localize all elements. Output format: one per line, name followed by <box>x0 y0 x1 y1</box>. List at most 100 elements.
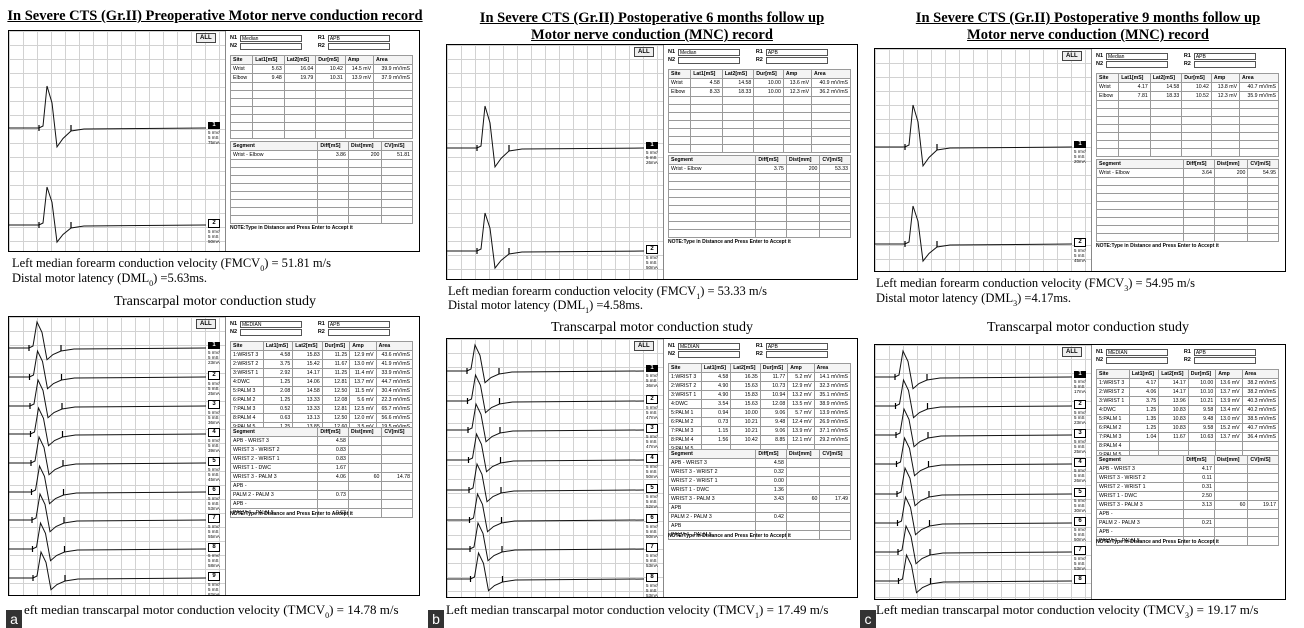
channel-number[interactable]: 6 <box>208 486 220 495</box>
site-row[interactable]: Wrist 4.58 14.58 10.00 13.6 mV 40.9 mV/mS <box>667 78 851 88</box>
site-row[interactable]: Wrist 4.17 14.58 10.42 13.8 mV 40.7 mV/mS <box>1095 82 1279 92</box>
segment-row[interactable]: APB - <box>1095 527 1279 537</box>
site-row[interactable]: 3:WRIST 1 2.92 14.17 11.25 11.4 mV 33.9 mV/mS <box>230 368 414 378</box>
channel-number[interactable]: 7 <box>1074 546 1086 555</box>
all-button[interactable]: ALL <box>196 319 216 329</box>
site-row[interactable]: Elbow 9.48 19.79 10.31 13.9 mV 37.9 mV/mS <box>229 73 413 83</box>
segment-row[interactable] <box>1095 177 1279 186</box>
segment-row[interactable] <box>229 207 413 216</box>
segment-row[interactable]: PALM 4 - PALM 5 <box>1095 536 1279 546</box>
channel-number[interactable]: 1 <box>646 142 658 149</box>
site-row[interactable]: 4:DWC 1.25 10.83 9.58 13.4 mV 40.2 mV/mS <box>1096 405 1280 415</box>
segment-row[interactable]: APB - <box>229 481 413 491</box>
channel-number[interactable]: 8 <box>646 573 658 582</box>
n1-field[interactable]: Median <box>678 49 741 56</box>
segment-row[interactable] <box>667 173 851 182</box>
channel-number[interactable]: 5 <box>208 457 220 466</box>
segment-row[interactable] <box>1095 225 1279 234</box>
segment-row[interactable]: PALM 2 - PALM 3 0.42 <box>667 512 851 522</box>
site-row[interactable] <box>229 82 413 91</box>
segment-row[interactable]: WRIST 3 - PALM 3 3.13 60 19.17 <box>1095 500 1279 510</box>
channel-number[interactable]: 6 <box>1074 517 1086 526</box>
segment-row[interactable]: WRIST 3 - PALM 3 4.06 60 14.78 <box>229 472 413 482</box>
segment-row[interactable] <box>229 199 413 208</box>
site-row[interactable]: 8:PALM 4 0.63 13.13 12.50 12.0 mV 56.6 mV/mS <box>230 413 414 423</box>
n2-field[interactable] <box>240 329 303 336</box>
segment-row[interactable]: Wrist - Elbow 3.86 200 51.81 <box>229 150 413 160</box>
segment-row[interactable]: APB - WRIST 3 4.58 <box>667 458 851 468</box>
n1-field[interactable]: MEDIAN <box>678 343 741 350</box>
site-row[interactable] <box>667 112 851 121</box>
site-row[interactable]: 3:WRIST 1 3.75 13.96 10.21 13.9 mV 40.3 mV/mS <box>1096 396 1280 406</box>
site-row[interactable]: 5:PALM 3 2.08 14.58 12.50 11.5 mV 30.4 mV/mS <box>230 386 414 396</box>
segment-row[interactable]: PALM 2 - PALM 3 0.73 <box>229 490 413 500</box>
channel-number[interactable]: 7 <box>208 514 220 523</box>
site-row[interactable]: Elbow 7.81 18.33 10.52 12.3 mV 35.9 mV/mS <box>1095 91 1279 101</box>
channel-number[interactable]: 3 <box>646 424 658 433</box>
segment-row[interactable] <box>1095 201 1279 210</box>
segment-row[interactable] <box>667 213 851 222</box>
site-row[interactable]: Elbow 8.33 18.33 10.00 12.3 mV 36.2 mV/mS <box>667 87 851 97</box>
segment-row[interactable] <box>667 229 851 238</box>
site-row[interactable] <box>667 136 851 145</box>
channel-number[interactable]: 1 <box>208 122 220 129</box>
site-row[interactable] <box>1095 148 1279 157</box>
r1-field[interactable]: APB <box>327 35 391 42</box>
r2-field[interactable] <box>1193 357 1257 364</box>
segment-row[interactable]: Wrist - Elbow 3.64 200 54.95 <box>1095 168 1279 178</box>
channel-number[interactable]: 3 <box>1074 429 1086 438</box>
site-row[interactable] <box>1095 100 1279 109</box>
all-button[interactable]: ALL <box>1062 347 1082 357</box>
site-row[interactable]: 6:PALM 2 1.25 13.33 12.08 5.6 mV 22.3 mV/mS <box>230 395 414 405</box>
r2-field[interactable] <box>765 57 829 64</box>
channel-number[interactable]: 1 <box>1074 141 1086 148</box>
n2-field[interactable] <box>1106 61 1169 68</box>
segment-row[interactable]: Wrist - Elbow 3.75 200 53.33 <box>667 164 851 174</box>
site-row[interactable] <box>229 106 413 115</box>
segment-row[interactable]: WRIST 2 - WRIST 1 0.00 <box>667 476 851 486</box>
site-row[interactable] <box>1095 116 1279 125</box>
segment-row[interactable] <box>229 175 413 184</box>
channel-number[interactable]: 2 <box>646 395 658 404</box>
segment-row[interactable] <box>1095 217 1279 226</box>
site-row[interactable] <box>667 104 851 113</box>
segment-row[interactable]: WRIST 1 - DWC 1.36 <box>667 485 851 495</box>
segment-row[interactable] <box>667 221 851 230</box>
segment-row[interactable]: PALM 2 - PALM 3 0.21 <box>1095 518 1279 528</box>
segment-row[interactable] <box>229 159 413 168</box>
segment-row[interactable] <box>1095 233 1279 242</box>
channel-number[interactable]: 2 <box>208 219 220 228</box>
site-row[interactable]: 4:DWC 1.25 14.06 12.81 13.7 mV 44.7 mV/mS <box>230 377 414 387</box>
site-row[interactable] <box>1095 124 1279 133</box>
channel-number[interactable]: 2 <box>1074 400 1086 409</box>
channel-number[interactable]: 2 <box>1074 238 1086 247</box>
site-row[interactable] <box>229 90 413 99</box>
segment-row[interactable] <box>667 181 851 190</box>
segment-row[interactable]: APB <box>667 521 851 531</box>
segment-row[interactable]: WRIST 3 - WRIST 2 0.83 <box>229 445 413 455</box>
segment-row[interactable]: APB - <box>1095 509 1279 519</box>
site-row[interactable]: Wrist 5.63 16.04 10.42 14.5 mV 39.9 mV/mS <box>229 64 413 74</box>
n1-field[interactable]: Median <box>240 35 303 42</box>
channel-number[interactable]: 1 <box>1074 371 1086 378</box>
site-row[interactable] <box>1095 140 1279 149</box>
segment-row[interactable]: WRIST 1 - DWC 1.67 <box>229 463 413 473</box>
r1-field[interactable]: APB <box>327 321 391 328</box>
segment-row[interactable] <box>667 197 851 206</box>
segment-row[interactable] <box>1095 193 1279 202</box>
site-row[interactable]: 1:WRIST 3 4.17 14.17 10.00 13.6 mV 38.2 mV/mS <box>1096 378 1280 388</box>
channel-number[interactable]: 8 <box>208 543 220 552</box>
n2-field[interactable] <box>1106 357 1169 364</box>
channel-number[interactable]: 3 <box>208 400 220 409</box>
segment-row[interactable]: PALM 4 - PALM 5 <box>667 530 851 540</box>
r2-field[interactable] <box>765 351 829 358</box>
channel-number[interactable]: 4 <box>208 428 220 437</box>
site-row[interactable]: 8:PALM 4 <box>1096 441 1280 451</box>
channel-number[interactable]: 5 <box>646 484 658 493</box>
site-row[interactable]: 6:PALM 2 0.73 10.21 9.48 12.4 mV 26.9 mV/mS <box>668 417 852 427</box>
n1-field[interactable]: Median <box>1106 53 1169 60</box>
channel-number[interactable]: 5 <box>1074 488 1086 497</box>
n2-field[interactable] <box>678 57 741 64</box>
all-button[interactable]: ALL <box>196 33 216 43</box>
r1-field[interactable]: APB <box>765 49 829 56</box>
